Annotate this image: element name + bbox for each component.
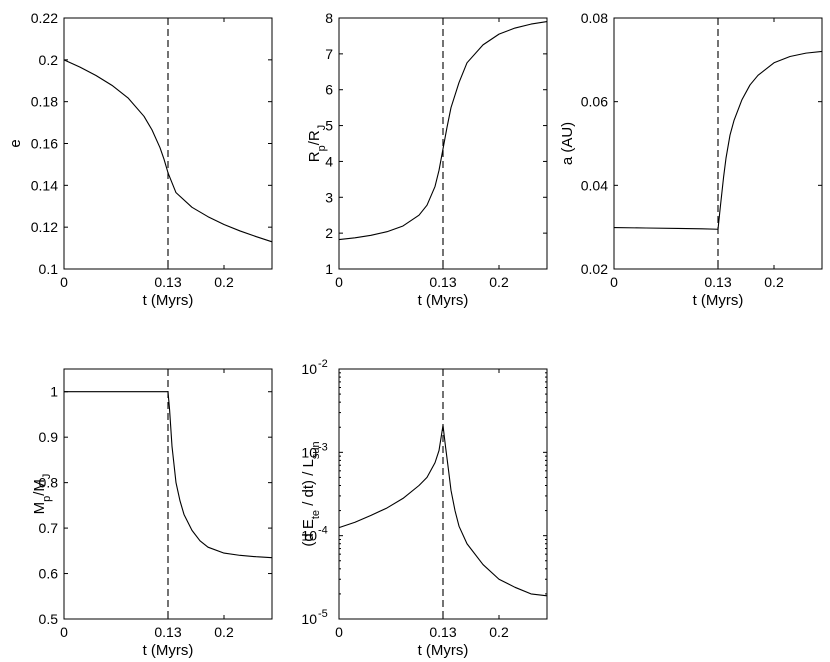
x-tick-label: 0 [335,274,343,290]
x-axis-label: t (Myrs) [693,292,744,309]
y-tick-label: 10 [301,444,317,460]
x-tick-label: 0 [60,624,68,640]
y-tick-label: 5 [325,118,333,134]
y-label-text: / dt) / L [300,459,317,510]
y-label-text: /R [306,130,323,145]
y-tick-label: 3 [325,189,333,205]
y-tick-label: 0.16 [31,136,58,152]
panel-eccentricity: 0 0.13 0.2 0.1 0.12 0.14 0.16 0.18 0.2 0.22 t (Myr… [7,10,273,309]
series-line [338,424,548,597]
x-tick-label: 0.2 [214,274,234,290]
x-tick-label: 0 [335,624,343,640]
series-line [63,59,273,243]
x-tick-label: 0.13 [154,274,181,290]
panel-semi-major-axis: 0 0.13 0.2 0.02 0.04 0.06 0.08 t (Myrs) a (AU) [559,10,823,309]
y-label-text: M [31,502,48,515]
y-tick-label: 2 [325,225,333,241]
y-tick-label: 0.6 [39,566,59,582]
x-tick-label: 0 [610,274,618,290]
y-tick-exponent: -5 [318,608,328,620]
y-label-subscript: J [41,474,53,480]
y-axis-label: (d Ete / dt) / Lsun [300,441,322,546]
y-label-text: R [306,151,323,162]
y-axis-label: Mp/MJ [31,474,53,515]
y-tick-label: 0.08 [581,10,608,26]
y-tick-label: 0.7 [39,520,59,536]
y-tick-base: 10 [301,611,317,627]
y-tick-label: 6 [325,82,333,98]
y-tick-label: 0.5 [39,611,59,627]
y-tick-base: 10 [301,361,317,377]
y-tick-exponent: -2 [318,358,328,370]
y-label-subscript: p [41,496,53,502]
y-tick-exponent: -4 [318,525,328,537]
y-tick-label: 0.04 [581,177,608,193]
y-tick-label: 4 [325,153,333,169]
y-tick-label: 1 [50,384,58,400]
series-line [64,391,273,559]
y-tick-label: 0.02 [581,261,608,277]
x-tick-label: 0.13 [429,274,456,290]
x-tick-label: 0.2 [764,274,784,290]
y-label-subscript: te [310,510,322,519]
y-tick-label: 0.18 [31,94,58,110]
y-label-text: /M [31,479,48,496]
y-tick-base: 10 [301,528,317,544]
y-tick-label: 10 [301,611,317,627]
panel-tidal-energy-rate: 0 0.13 0.210-510-410-310 -2t (Myrs)(d Ete /… [300,358,548,659]
y-label-subscript: J [316,125,328,131]
x-axis-label: t (Myrs) [143,642,194,659]
y-axis-label: e [7,139,24,147]
series-line [613,50,823,230]
x-tick-label: 0.2 [214,624,234,640]
y-label-subscript: p [316,145,328,151]
y-tick-label: 10 [301,361,317,377]
y-tick-label: 8 [325,10,333,26]
y-axis-label: a (AU) [559,122,576,165]
x-tick-label: 0.13 [429,624,456,640]
x-tick-label: 0 [60,274,68,290]
y-tick-exponent: -3 [318,441,328,453]
panel-planet-radius: 0 0.13 0.2 1 2 3 4 5 6 7 8 t (Myrs) Rp/RJ [306,10,548,309]
y-tick-label: 0.14 [31,177,58,193]
y-tick-label: 0.22 [31,10,58,26]
y-axis-label: Rp/RJ [306,125,328,162]
x-tick-label: 0.13 [154,624,181,640]
panel-planet-mass: 0 0.13 0.2 0.5 0.6 0.7 0.8 0.9 1 t (Myrs) Mp/MJ [31,368,273,659]
y-tick-label: 10 [301,528,317,544]
y-tick-label: 0.2 [39,52,59,68]
y-tick-label: 0.06 [581,94,608,110]
y-tick-label: 0.8 [39,475,59,491]
y-label-text: (d E [300,519,317,547]
y-tick-label: 1 [325,261,333,277]
x-tick-label: 0.2 [489,624,509,640]
y-tick-base: 10 [301,444,317,460]
x-axis-label: t (Myrs) [418,642,469,659]
y-tick-label: 0.9 [39,429,59,445]
x-axis-label: t (Myrs) [143,292,194,309]
x-tick-label: 0.13 [704,274,731,290]
y-tick-label: 7 [325,46,333,62]
y-tick-label: 0.12 [31,219,58,235]
y-tick-label: 0.1 [39,261,59,277]
series-line [338,21,548,241]
x-axis-label: t (Myrs) [418,292,469,309]
x-tick-label: 0.2 [489,274,509,290]
y-label-subscript: sun [310,441,322,459]
